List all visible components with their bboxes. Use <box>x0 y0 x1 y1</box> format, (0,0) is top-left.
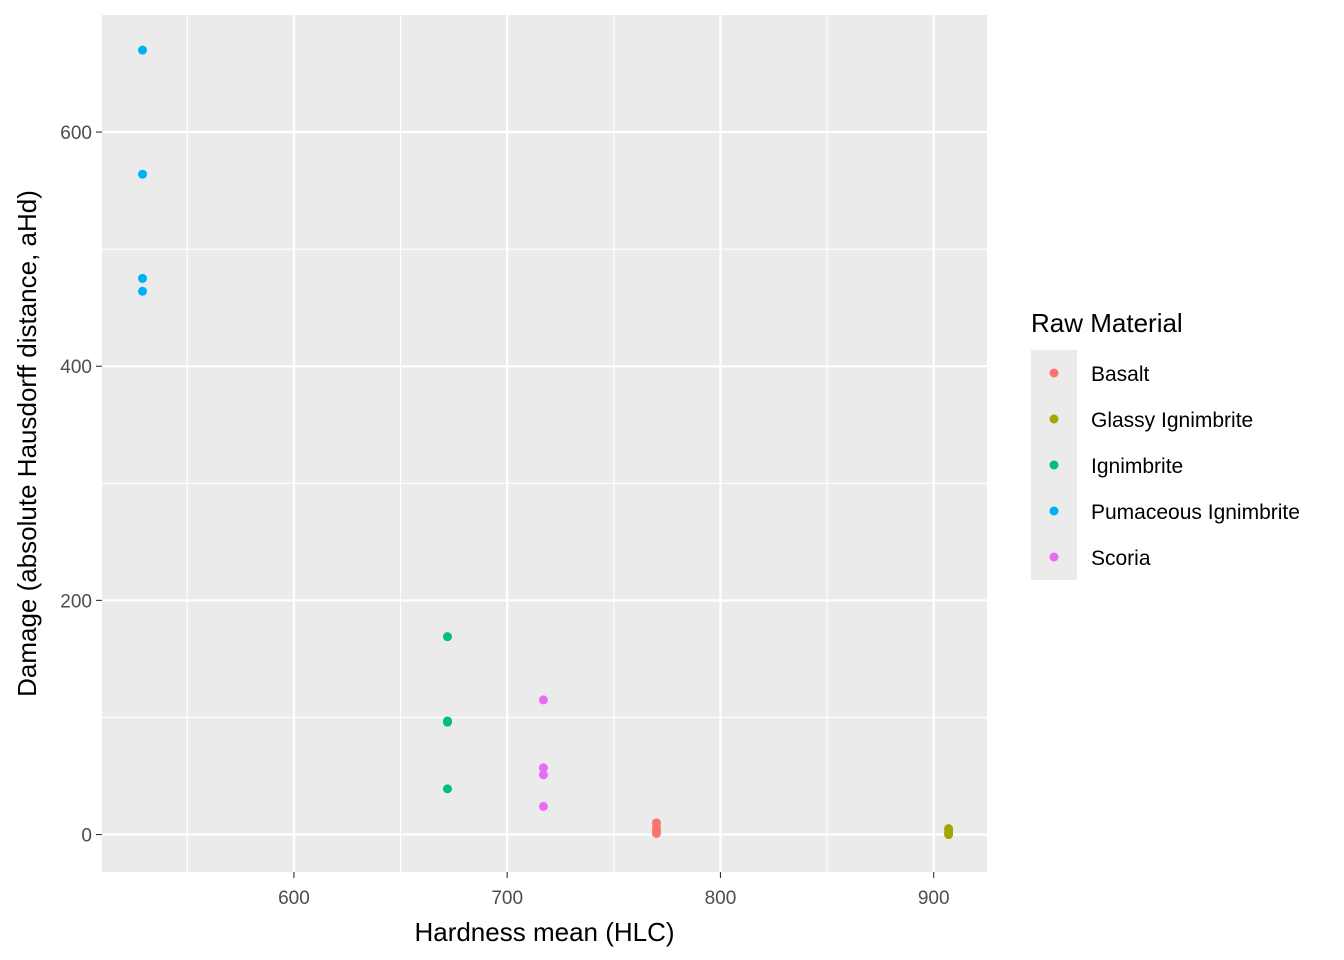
point-glassy-ignimbrite <box>944 830 954 840</box>
panel-background <box>102 15 987 872</box>
y-tick-label: 400 <box>60 357 92 378</box>
y-axis-title: Damage (absolute Hausdorff distance, aHd… <box>12 190 42 697</box>
x-tick-label: 800 <box>705 888 737 909</box>
legend-label-ignimbrite: Ignimbrite <box>1091 455 1183 478</box>
y-tick-label: 600 <box>60 123 92 144</box>
y-tick-label: 200 <box>60 591 92 612</box>
data-points <box>138 45 954 840</box>
legend-label-glassy-ignimbrite: Glassy Ignimbrite <box>1091 409 1253 432</box>
legend-label-basalt: Basalt <box>1091 363 1150 386</box>
minor-gridlines <box>102 15 987 872</box>
point-pumaceous-ignimbrite <box>138 273 148 283</box>
legend: Raw Material Basalt Glassy Ignimbrite Igni… <box>1031 308 1300 580</box>
point-scoria <box>538 763 548 773</box>
legend-label-scoria: Scoria <box>1091 547 1151 570</box>
point-ignimbrite <box>442 717 452 727</box>
point-basalt <box>651 828 661 838</box>
x-tick-label: 600 <box>278 888 310 909</box>
point-pumaceous-ignimbrite <box>138 169 148 179</box>
x-axis: 600 700 800 900 <box>278 872 950 909</box>
legend-key-scoria <box>1049 552 1059 562</box>
point-pumaceous-ignimbrite <box>138 45 148 55</box>
y-tick-label: 0 <box>81 826 92 847</box>
legend-key-basalt <box>1049 368 1059 378</box>
point-pumaceous-ignimbrite <box>138 286 148 296</box>
point-ignimbrite <box>442 632 452 642</box>
point-ignimbrite <box>442 784 452 794</box>
major-gridlines <box>102 15 987 872</box>
legend-key-glassy-ignimbrite <box>1049 414 1059 424</box>
point-scoria <box>538 695 548 705</box>
x-tick-label: 700 <box>491 888 523 909</box>
legend-key-ignimbrite <box>1049 460 1059 470</box>
y-axis: 0 200 400 600 <box>60 123 102 847</box>
x-tick-label: 900 <box>918 888 950 909</box>
x-axis-title: Hardness mean (HLC) <box>414 917 674 947</box>
legend-key-pumaceous-ignimbrite <box>1049 506 1059 516</box>
point-scoria <box>538 770 548 780</box>
point-scoria <box>538 801 548 811</box>
legend-title: Raw Material <box>1031 308 1183 338</box>
legend-label-pumaceous-ignimbrite: Pumaceous Ignimbrite <box>1091 501 1300 524</box>
